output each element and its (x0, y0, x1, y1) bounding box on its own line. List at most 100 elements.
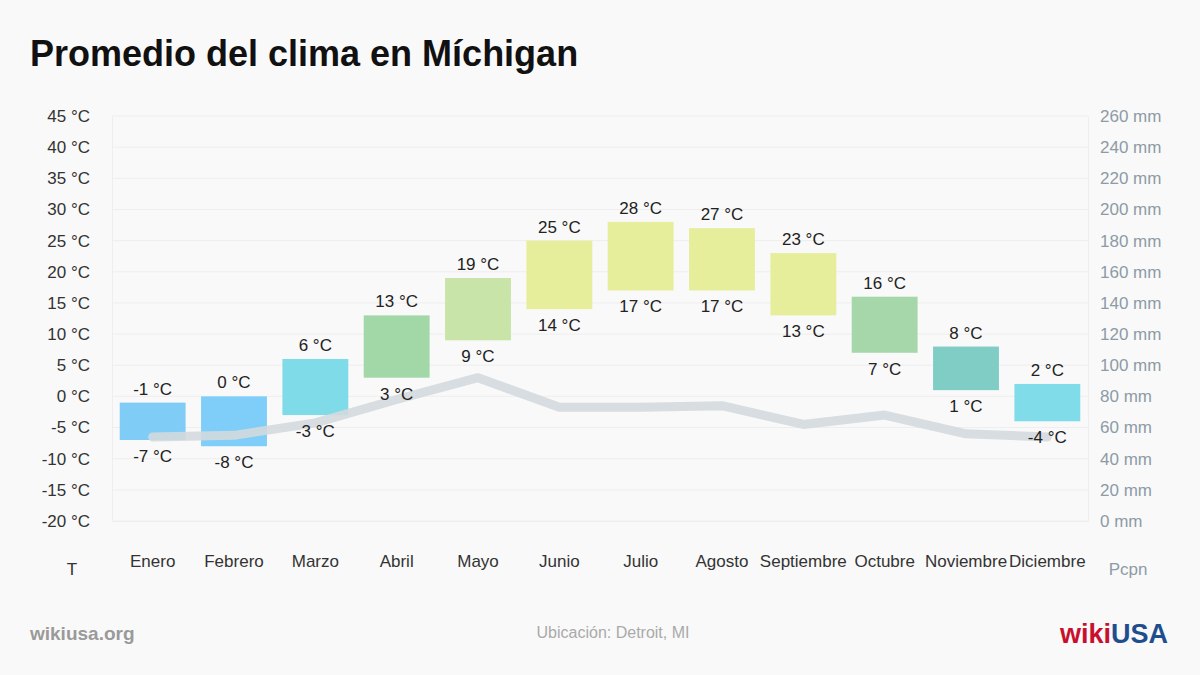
tick: -5 °C (51, 418, 112, 437)
axis-title: Pcpn (1109, 560, 1148, 579)
title: Promedio del clima en Míchigan (30, 33, 578, 74)
data-label: -8 °C (215, 453, 254, 472)
data-label: 6 °C (299, 336, 332, 355)
tick-label: 200 mm (1100, 200, 1161, 219)
data-label: 28 °C (619, 199, 662, 218)
grid-line (112, 458, 1088, 459)
tick-label: -5 °C (51, 418, 90, 437)
data-label: 25 °C (538, 218, 581, 237)
tick: 0 °C (57, 387, 112, 406)
tick-label: 0 mm (1100, 512, 1143, 531)
tick-label: 0 °C (57, 387, 90, 406)
range-bar (1014, 384, 1080, 421)
tick: Febrero (204, 521, 264, 571)
tick-label: 15 °C (47, 294, 90, 313)
tick-label: 30 °C (47, 200, 90, 219)
data-label: 19 °C (457, 255, 500, 274)
tick: 0 mm (1088, 512, 1143, 531)
grid-line (112, 334, 1088, 335)
tick: 20 mm (1088, 481, 1152, 500)
tick-label: Febrero (204, 552, 264, 571)
logo-part: wiki (1059, 619, 1111, 649)
axis-line (113, 521, 1089, 522)
data-label: 14 °C (538, 316, 581, 335)
tick: Enero (130, 521, 175, 571)
tick-label: 240 mm (1100, 138, 1161, 157)
tick-label: 120 mm (1100, 325, 1161, 344)
tick: 80 mm (1088, 387, 1152, 406)
tick: Septiembre (760, 521, 847, 571)
data-label: 17 °C (701, 297, 744, 316)
tick: -20 °C (42, 512, 112, 531)
chart: Promedio del clima en Míchigan -20 °C -15 … (0, 0, 1200, 675)
data-labels: -1 °C0 °C6 °C13 °C19 °C25 °C28 °C27 °C23… (133, 199, 1067, 472)
data-label: 8 °C (949, 324, 982, 343)
grid (112, 116, 1088, 521)
tick-label: -10 °C (42, 450, 90, 469)
tick-label: 140 mm (1100, 294, 1161, 313)
data-label: 1 °C (949, 397, 982, 416)
range-bar (526, 241, 592, 310)
tick-label: Junio (539, 552, 580, 571)
range-bar (770, 253, 836, 315)
data-label: 9 °C (461, 347, 494, 366)
data-label: 3 °C (380, 385, 413, 404)
range-bar (282, 359, 348, 415)
logo-part: USA (1111, 619, 1168, 649)
tick-label: 40 mm (1100, 450, 1152, 469)
grid-line (112, 178, 1088, 179)
tick: 40 mm (1088, 450, 1152, 469)
range-bar (608, 222, 674, 291)
tick: 200 mm (1088, 200, 1161, 219)
tick: -15 °C (42, 481, 112, 500)
tick-label: Diciembre (1009, 552, 1086, 571)
tick: 10 °C (47, 325, 112, 344)
tick: 40 °C (47, 138, 112, 157)
range-bar (852, 297, 918, 353)
range-bar (933, 347, 999, 391)
tick: Abril (380, 521, 414, 571)
grid-line (112, 209, 1088, 210)
range-bar (689, 228, 755, 290)
grid-line (112, 489, 1088, 490)
data-label: 13 °C (782, 322, 825, 341)
data-label: 17 °C (619, 297, 662, 316)
y-axis: -20 °C -15 °C -10 °C -5 °C 0 °C 5 °C 10 °C 15 °… (42, 107, 113, 531)
range-bar (445, 278, 511, 340)
plot (120, 222, 1081, 446)
tick-label: 260 mm (1100, 107, 1161, 126)
tick-label: Abril (380, 552, 414, 571)
data-label: -1 °C (133, 380, 172, 399)
grid-line (112, 116, 1088, 117)
tick-label: Noviembre (925, 552, 1007, 571)
tick-label: 160 mm (1100, 263, 1161, 282)
tick-label: Enero (130, 552, 175, 571)
tick: Julio (623, 521, 658, 571)
tick-label: Marzo (292, 552, 339, 571)
precipitation-line (153, 378, 1048, 437)
tick-label: Julio (623, 552, 658, 571)
tick: 15 °C (47, 294, 112, 313)
location: Ubicación: Detroit, MI (537, 624, 690, 641)
x-axis: EneroFebreroMarzoAbrilMayoJunioJulioAgos… (113, 521, 1089, 571)
tick-label: 45 °C (47, 107, 90, 126)
tick-label: 5 °C (57, 356, 90, 375)
tick-label: Mayo (457, 552, 499, 571)
tick-label: 80 mm (1100, 387, 1152, 406)
y2-axis: 0 mm20 mm40 mm60 mm80 mm100 mm120 mm140 … (1088, 107, 1161, 531)
data-label: 27 °C (701, 205, 744, 224)
tick: Junio (539, 521, 580, 571)
tick: 20 °C (47, 263, 112, 282)
grid-line (112, 240, 1088, 241)
grid-line (112, 302, 1088, 303)
tick-label: 25 °C (47, 232, 90, 251)
tick-label: -15 °C (42, 481, 90, 500)
axis-title: T (67, 560, 77, 579)
tick: 120 mm (1088, 325, 1161, 344)
tick-label: Septiembre (760, 552, 847, 571)
tick-label: 40 °C (47, 138, 90, 157)
data-label: 23 °C (782, 230, 825, 249)
tick-label: 60 mm (1100, 418, 1152, 437)
tick: 30 °C (47, 200, 112, 219)
tick: Diciembre (1009, 521, 1086, 571)
